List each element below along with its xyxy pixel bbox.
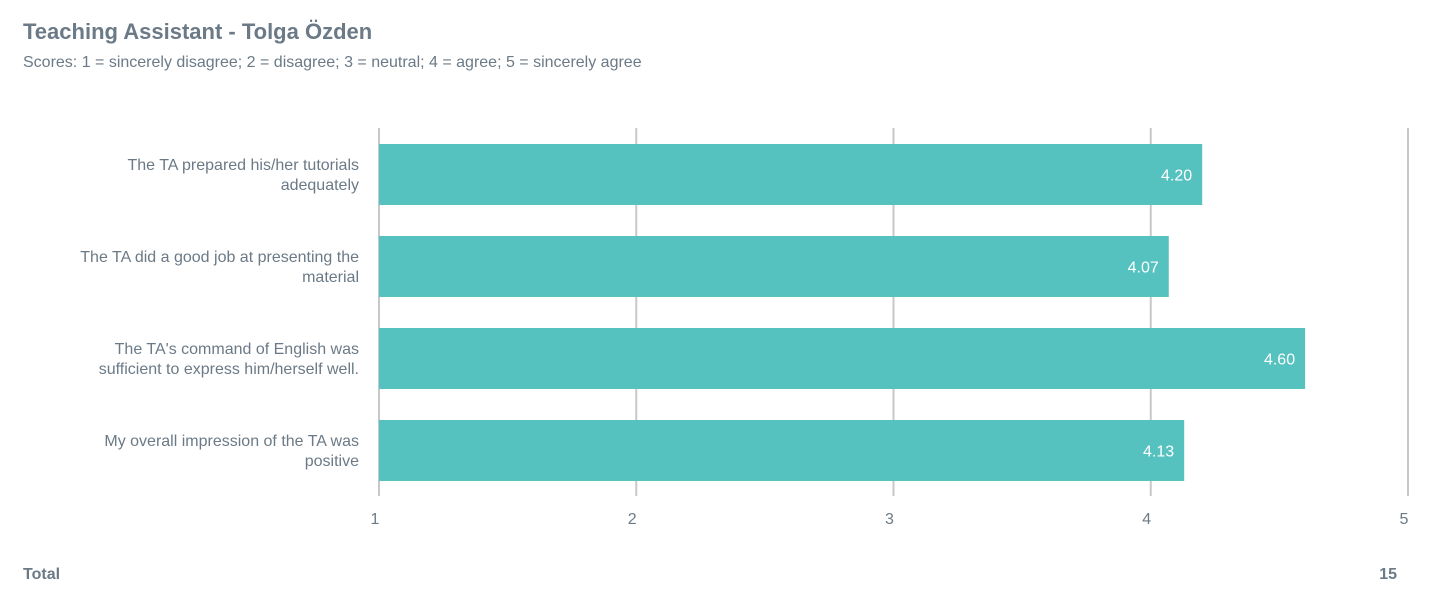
- category-label: My overall impression of the TA was: [104, 433, 359, 450]
- category-label: sufficient to express him/herself well.: [99, 361, 359, 378]
- bar-value-label: 4.60: [1264, 352, 1295, 369]
- category-label: The TA prepared his/her tutorials: [127, 157, 359, 174]
- bar: [379, 420, 1185, 481]
- total-label: Total: [23, 566, 61, 583]
- bar-value-label: 4.07: [1128, 260, 1159, 277]
- chart-title: Teaching Assistant - Tolga Özden: [23, 19, 373, 44]
- x-tick-label: 3: [885, 511, 894, 528]
- bar: [379, 236, 1169, 297]
- x-tick-label: 1: [371, 511, 380, 528]
- bar-value-label: 4.20: [1161, 168, 1192, 185]
- category-label: material: [302, 269, 359, 286]
- bar: [379, 144, 1203, 205]
- category-label: The TA's command of English was: [115, 341, 359, 358]
- bar-value-label: 4.13: [1143, 444, 1174, 461]
- x-tick-label: 4: [1142, 511, 1151, 528]
- total-value: 15: [1379, 566, 1397, 583]
- chart-subtitle: Scores: 1 = sincerely disagree; 2 = disa…: [23, 54, 642, 71]
- x-tick-label: 2: [628, 511, 637, 528]
- bar: [379, 328, 1306, 389]
- category-label: adequately: [281, 177, 359, 194]
- category-label: The TA did a good job at presenting the: [80, 249, 359, 266]
- x-tick-label: 5: [1400, 511, 1409, 528]
- category-label: positive: [305, 453, 359, 470]
